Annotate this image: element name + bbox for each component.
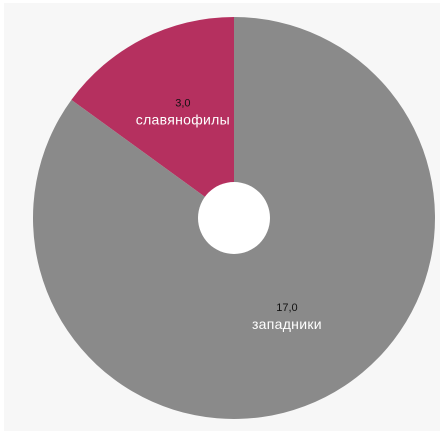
slice-value-label: 3,0 <box>175 98 190 110</box>
chart-area: 3,0 славянофилы 17,0 западники <box>4 3 440 431</box>
slice-labels: 3,0 славянофилы 17,0 западники <box>136 98 322 332</box>
slice-name-label: западники <box>252 316 322 332</box>
donut-hole <box>198 182 270 254</box>
slice-value-label: 17,0 <box>276 302 297 314</box>
pie-chart: 3,0 славянофилы 17,0 западники <box>32 17 435 420</box>
pie-slice-0 <box>71 17 235 218</box>
slice-name-label: славянофилы <box>136 112 230 128</box>
